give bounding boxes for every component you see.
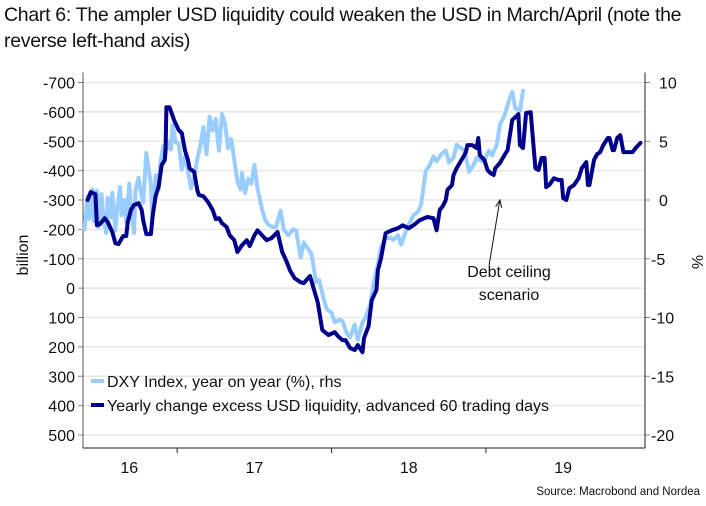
left-tick-label: -700	[43, 76, 75, 93]
right-tick-label: 5	[659, 134, 668, 151]
left-tick-label: 500	[48, 428, 75, 445]
legend-label-liquidity: Yearly change excess USD liquidity, adva…	[107, 398, 549, 415]
left-tick-label: -300	[43, 193, 75, 210]
left-tick-label: -200	[43, 222, 75, 239]
x-axis: 16 17 18 19	[120, 448, 572, 477]
left-tick-label: -600	[43, 105, 75, 122]
legend-label-dxy: DXY Index, year on year (%), rhs	[107, 374, 341, 391]
right-tick-label: 0	[659, 193, 668, 210]
x-tick-label: 19	[554, 460, 572, 477]
right-tick-label: -15	[651, 369, 674, 386]
right-tick-label: -10	[651, 311, 674, 328]
series-layer	[82, 88, 643, 355]
left-axis: -700 -600 -500 -400 -300 -200 -100 0 100 200 300 40…	[43, 76, 83, 445]
left-tick-label: -500	[43, 134, 75, 151]
annotation-arrow	[488, 199, 501, 266]
x-tick-label: 18	[400, 460, 418, 477]
chart-title: Chart 6: The ampler USD liquidity could …	[4, 4, 682, 52]
series-line-liquidity	[85, 105, 643, 355]
source-note: Source: Macrobond and Nordea	[536, 486, 700, 498]
series-line-dxy	[82, 88, 525, 342]
left-axis-label: billion	[15, 235, 32, 276]
right-tick-label: -20	[651, 428, 674, 445]
left-tick-label: 400	[48, 399, 75, 416]
left-tick-label: 0	[66, 281, 75, 298]
annotation-line-2: scenario	[479, 287, 540, 304]
annotation-debt-ceiling: Debt ceiling scenario	[467, 198, 551, 304]
annotation-line-1: Debt ceiling	[467, 264, 551, 281]
left-tick-label: 300	[48, 369, 75, 386]
right-axis: 10 5 0 -5 -10 -15 -20	[645, 76, 677, 445]
left-tick-label: -400	[43, 164, 75, 181]
legend: DXY Index, year on year (%), rhs Yearly …	[91, 374, 549, 415]
x-tick-label: 16	[120, 460, 138, 477]
x-tick-label: 17	[245, 460, 263, 477]
left-tick-label: 200	[48, 340, 75, 357]
left-tick-label: -100	[43, 252, 75, 269]
right-tick-label: -5	[651, 252, 665, 269]
right-axis-label: %	[688, 255, 705, 269]
annotation-arrowhead	[495, 198, 503, 208]
left-tick-label: 100	[48, 311, 75, 328]
right-tick-label: 10	[659, 76, 677, 93]
